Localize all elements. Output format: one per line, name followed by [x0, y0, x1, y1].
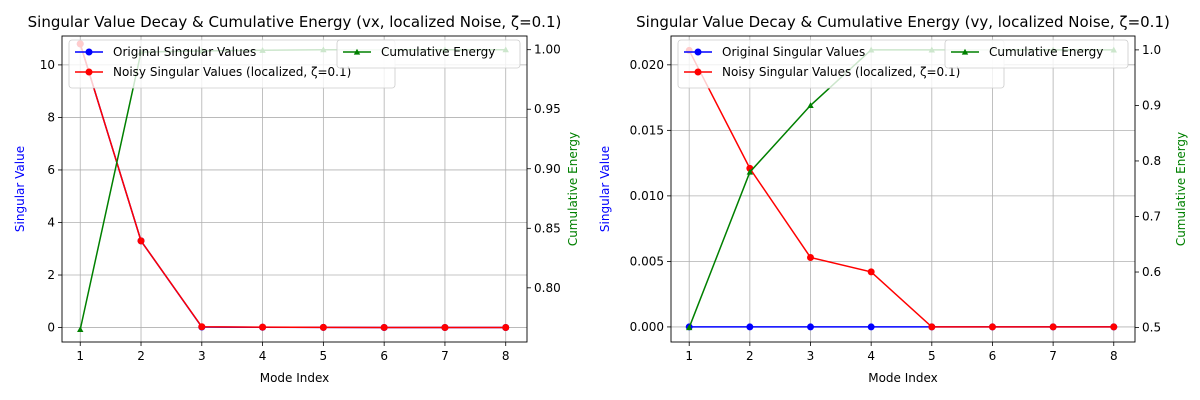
- x-tick-label: 3: [198, 349, 206, 363]
- data-point: [746, 168, 754, 175]
- chart-title: Singular Value Decay & Cumulative Energy…: [28, 13, 562, 31]
- data-point: [988, 323, 996, 331]
- x-tick-label: 2: [137, 349, 145, 363]
- legend-right: Cumulative Energy: [336, 39, 521, 69]
- plot-frame: [61, 35, 528, 343]
- x-tick-label: 8: [502, 349, 510, 363]
- y2-tick-label: 0.8: [1142, 154, 1161, 168]
- legend-left: Original Singular Values Noisy Singular V…: [68, 39, 396, 89]
- y2-tick-label: 0.6: [1142, 265, 1161, 279]
- legend-label: Cumulative Energy: [989, 45, 1103, 59]
- x-tick-label: 4: [259, 349, 267, 363]
- y2-tick-label: 1.0: [1142, 43, 1161, 57]
- data-point: [259, 323, 267, 331]
- data-point: [441, 323, 449, 331]
- y-tick-label: 6: [47, 163, 55, 177]
- y-tick-label: 0.005: [630, 254, 664, 268]
- data-point: [77, 326, 84, 333]
- chart-2: 1 2 3 4 5 6 7 8 0.000 0.005 0.010 0.015 0.020 0.5 0.6 0…: [598, 13, 1188, 385]
- y-axis-label: Singular Value: [13, 146, 27, 232]
- legend-label: Noisy Singular Values (localized, ζ=0.1): [722, 65, 960, 79]
- legend-swatch-marker: [353, 48, 361, 55]
- x-tick-label: 6: [989, 349, 997, 363]
- x-axis-label: Mode Index: [260, 371, 330, 385]
- data-point: [807, 323, 815, 331]
- y-tick-label: 0.000: [630, 320, 664, 334]
- series-line-2: [688, 50, 1114, 328]
- x-tick-label: 5: [320, 349, 328, 363]
- series-line-3: [79, 48, 506, 330]
- x-tick-label: 5: [928, 349, 936, 363]
- chart-title: Singular Value Decay & Cumulative Energy…: [636, 13, 1170, 31]
- y-tick-label: 0.010: [630, 189, 664, 203]
- data-point: [198, 323, 206, 331]
- legend-left: Original Singular Values Noisy Singular V…: [677, 39, 1005, 89]
- data-point: [380, 323, 388, 331]
- data-point: [1049, 323, 1057, 331]
- x-axis-label: Mode Index: [868, 371, 938, 385]
- y2-axis-label: Cumulative Energy: [1174, 132, 1188, 246]
- y-tick-label: 0.020: [630, 58, 664, 72]
- legend-swatch-marker: [694, 68, 702, 76]
- data-point: [502, 324, 510, 332]
- legend-label: Cumulative Energy: [381, 45, 495, 59]
- legend-swatch-marker: [85, 48, 93, 56]
- chart-1: 1 2 3 4 5 6 7 8 0 2 4 6 8 10 0.80 0.85 0.90 0.95 1.00 Singu…: [13, 13, 580, 385]
- y2-tick-label: 0.95: [534, 102, 561, 116]
- x-tick-label: 4: [867, 349, 875, 363]
- y-tick-label: 0: [47, 321, 55, 335]
- x-tick-label: 3: [807, 349, 815, 363]
- series-line-2: [79, 43, 506, 329]
- y-axis-label: Singular Value: [598, 146, 612, 232]
- x-tick-label: 8: [1110, 349, 1118, 363]
- x-tick-label: 2: [746, 349, 754, 363]
- data-point: [807, 253, 815, 261]
- data-point: [867, 268, 875, 276]
- data-point: [928, 323, 936, 331]
- y2-tick-label: 0.5: [1142, 321, 1161, 335]
- data-point: [137, 237, 145, 245]
- data-point: [746, 323, 754, 331]
- legend-swatch-marker: [85, 68, 93, 76]
- y2-tick-label: 1.00: [534, 43, 561, 57]
- plot-frame: [670, 35, 1136, 343]
- y2-tick-label: 0.85: [534, 221, 561, 235]
- data-point: [685, 324, 693, 331]
- legend-box: [336, 39, 521, 69]
- legend-swatch-marker: [694, 48, 702, 56]
- y-tick-label: 0.015: [630, 123, 664, 137]
- x-tick-label: 6: [380, 349, 388, 363]
- x-tick-label: 1: [76, 349, 84, 363]
- y-tick-label: 4: [47, 215, 55, 229]
- x-tick-label: 7: [1049, 349, 1057, 363]
- legend-right: Cumulative Energy: [944, 39, 1129, 69]
- legend-label: Original Singular Values: [722, 45, 865, 59]
- data-point: [1110, 323, 1118, 331]
- y2-tick-label: 0.80: [534, 281, 561, 295]
- legend-label: Noisy Singular Values (localized, ζ=0.1): [113, 65, 351, 79]
- y2-tick-label: 0.7: [1142, 209, 1161, 223]
- y-tick-label: 10: [40, 58, 55, 72]
- y2-tick-label: 0.90: [534, 162, 561, 176]
- series-line-3: [688, 49, 1114, 328]
- data-point: [807, 102, 814, 108]
- y2-axis-label: Cumulative Energy: [566, 132, 580, 246]
- legend-swatch-marker: [961, 48, 969, 55]
- x-tick-label: 7: [441, 349, 449, 363]
- legend-box: [944, 39, 1129, 69]
- data-point: [319, 323, 327, 331]
- x-tick-label: 1: [685, 349, 693, 363]
- y-tick-label: 2: [47, 268, 55, 282]
- y-tick-label: 8: [47, 110, 55, 124]
- y2-tick-label: 0.9: [1142, 98, 1161, 112]
- data-point: [867, 323, 875, 331]
- legend-label: Original Singular Values: [113, 45, 256, 59]
